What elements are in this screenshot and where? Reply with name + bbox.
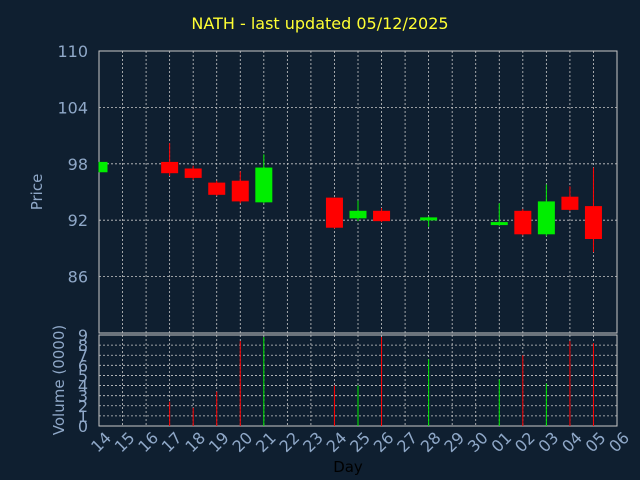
- volume-tick-label: 2: [78, 397, 88, 416]
- candle-body: [420, 217, 438, 221]
- price-tick-label: 92: [68, 211, 88, 230]
- candle-body: [231, 180, 249, 202]
- volume-tick-label: 6: [78, 356, 88, 375]
- candle-body: [161, 161, 179, 174]
- candle-body: [584, 206, 602, 239]
- candle-body: [373, 210, 391, 222]
- candle-body: [514, 210, 532, 235]
- volume-tick-label: 4: [78, 377, 88, 396]
- candle-body: [537, 201, 555, 235]
- volume-tick-label: 3: [78, 387, 88, 406]
- candle-body: [255, 167, 273, 203]
- candle-body: [325, 197, 343, 228]
- x-axis-label: Day: [333, 458, 363, 476]
- price-axis-label: Price: [28, 174, 46, 211]
- price-tick-label: 98: [68, 155, 88, 174]
- volume-tick-label: 5: [78, 366, 88, 385]
- chart-title: NATH - last updated 05/12/2025: [191, 14, 449, 33]
- volume-tick-label: 9: [78, 326, 88, 345]
- candle-body: [561, 196, 579, 210]
- volume-tick-label: 7: [78, 346, 88, 365]
- volume-axis-label: Volume (0000): [50, 325, 68, 435]
- candle-body: [208, 182, 226, 195]
- x-tick-label: 06: [605, 428, 633, 456]
- price-tick-label: 104: [57, 98, 88, 117]
- price-tick-label: 86: [68, 268, 88, 287]
- candle-body: [184, 168, 202, 178]
- candle-body: [99, 161, 108, 173]
- candle-body: [349, 210, 367, 219]
- volume-tick-label: 8: [78, 336, 88, 355]
- volume-tick-label: 0: [78, 417, 88, 436]
- volume-tick-label: 1: [78, 407, 88, 426]
- price-tick-label: 110: [57, 42, 88, 61]
- candle-body: [490, 222, 508, 226]
